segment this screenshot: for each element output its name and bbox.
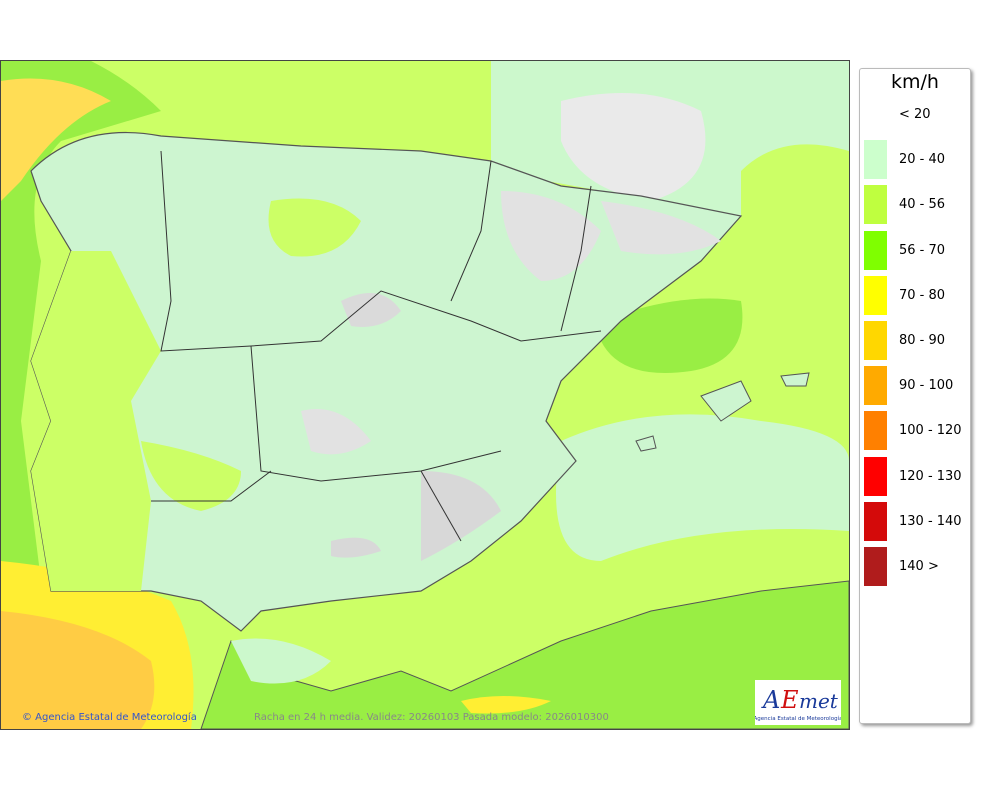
legend-label: 40 - 56	[899, 197, 946, 213]
legend-swatch	[864, 230, 887, 270]
legend-item: 56 - 70	[864, 230, 946, 270]
legend-label: 56 - 70	[899, 242, 946, 258]
legend-label: 120 - 130	[899, 468, 962, 484]
legend-unit: km/h	[891, 71, 939, 93]
legend-item: 20 - 40	[864, 140, 946, 180]
legend-swatch	[864, 456, 887, 496]
legend-item: 70 - 80	[864, 275, 946, 315]
legend-label: < 20	[899, 107, 931, 122]
legend-label: 140 >	[899, 559, 939, 574]
legend-label: 100 - 120	[899, 423, 962, 439]
legend-item: 40 - 56	[864, 185, 946, 225]
legend-swatch	[864, 501, 887, 541]
legend-swatch	[864, 185, 887, 225]
legend-item: 100 - 120	[864, 411, 962, 451]
legend-label: 20 - 40	[899, 152, 946, 168]
svg-text:E: E	[780, 686, 799, 714]
svg-text:Agencia Estatal de Meteorologí: Agencia Estatal de Meteorología	[755, 715, 841, 722]
legend-swatch	[864, 95, 887, 134]
legend-swatch	[864, 275, 887, 315]
legend-label: 90 - 100	[899, 378, 954, 394]
legend-item: 130 - 140	[864, 501, 962, 541]
map-caption: Racha en 24 h media. Validez: 20260103 P…	[254, 712, 609, 723]
legend-swatch	[864, 411, 887, 451]
legend-swatch	[864, 321, 887, 360]
legend-label: 130 - 140	[899, 513, 962, 529]
legend-item: 90 - 100	[864, 366, 954, 406]
svg-text:met: met	[799, 689, 839, 713]
legend-item: 120 - 130	[864, 456, 962, 496]
svg-text:A: A	[761, 686, 780, 714]
aemet-logo: A E met Agencia Estatal de Meteorología	[754, 680, 842, 725]
legend-swatch	[864, 140, 887, 180]
legend-panel: km/h < 20 20 - 40 40 - 56 56 - 70 70 - 80 80 …	[859, 68, 971, 724]
legend-swatch	[864, 547, 887, 586]
legend-item: < 20	[864, 95, 931, 134]
legend-label: 70 - 80	[899, 287, 946, 303]
legend-label: 80 - 90	[899, 333, 946, 348]
legend-item: 140 >	[864, 547, 939, 586]
wind-gust-map	[0, 60, 850, 730]
legend-swatch	[864, 366, 887, 406]
copyright-text: © Agencia Estatal de Meteorología	[22, 712, 197, 723]
legend-item: 80 - 90	[864, 321, 945, 360]
